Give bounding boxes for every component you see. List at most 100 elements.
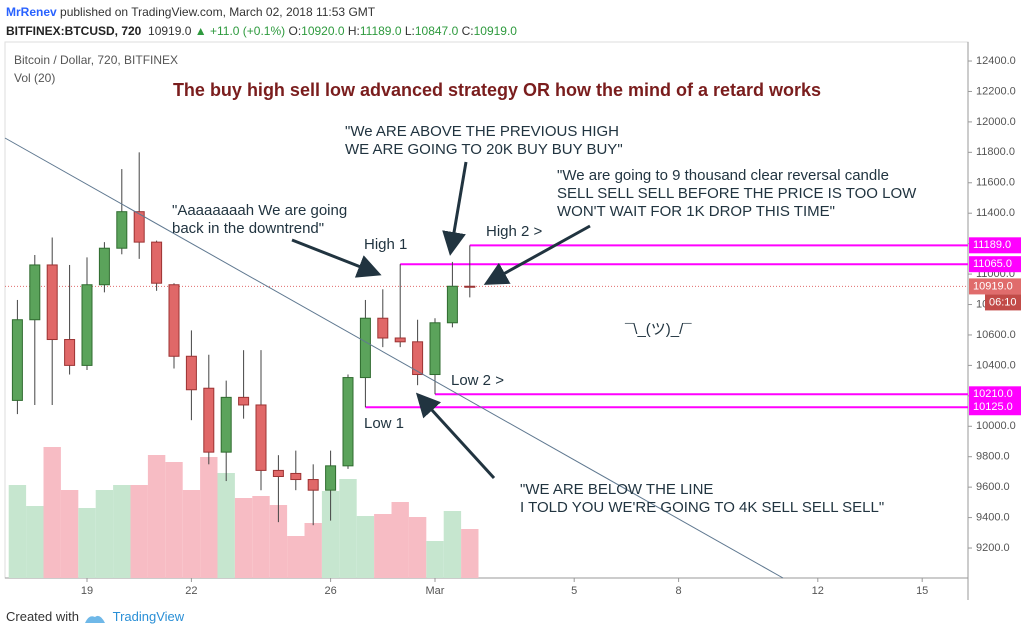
annotation: back in the downtrend" [172, 220, 324, 237]
volume-bar [95, 490, 114, 578]
ohlc-value: 10847.0 [414, 24, 459, 38]
volume-bar [113, 485, 131, 578]
y-tick-label: 11600.0 [976, 177, 1015, 189]
level-label: 11065.0 [973, 258, 1012, 270]
candle-body [151, 241, 163, 284]
ohlc-key: L: [404, 24, 415, 38]
last-price-box [969, 278, 1021, 295]
countdown: 06:10 [989, 296, 1017, 308]
volume-title: Vol (20) [14, 71, 55, 85]
candle-body [307, 479, 319, 491]
y-tick-label: 10400.0 [976, 359, 1016, 371]
candle-body [325, 465, 337, 491]
candle-body [203, 387, 215, 453]
y-tick-label: 11800.0 [976, 146, 1015, 158]
candle-body [272, 469, 284, 477]
arrow [291, 238, 382, 278]
trend-line [4, 137, 784, 579]
candle-body [11, 319, 23, 401]
x-tick-label: 19 [81, 585, 93, 597]
brand[interactable]: TradingView [112, 609, 185, 624]
y-tick-label: 9600.0 [976, 481, 1010, 493]
volume-bar [374, 514, 392, 578]
candle-body [238, 396, 250, 406]
y-tick-label: 12200.0 [976, 85, 1016, 97]
annotation: I TOLD YOU WE'RE GOING TO 4K SELL SELL S… [520, 499, 884, 516]
ohlc-value: 11189.0 [359, 24, 402, 38]
annotation: "We are going to 9 thousand clear revers… [557, 167, 889, 184]
level-box [969, 237, 1021, 254]
candle-body [133, 211, 145, 243]
candle-body [255, 404, 267, 471]
volume-bar [443, 511, 462, 578]
y-tick-label: 9200.0 [976, 542, 1010, 554]
symbol-line: BITFINEX:BTCUSD, 720 10919.0 ▲ +11.0 (+0… [6, 22, 517, 41]
volume-bar [304, 523, 322, 578]
volume-bar [182, 490, 201, 578]
volume-bar [78, 508, 96, 578]
candle-body [412, 341, 424, 376]
candle-body [64, 339, 76, 366]
volume-bar [200, 457, 218, 578]
created: Created with [6, 609, 79, 624]
volume-bar [147, 455, 166, 578]
volume-bar [217, 473, 235, 578]
candle-body [359, 317, 371, 379]
volume-bar [8, 485, 27, 578]
y-tick-label: 9800.0 [976, 451, 1010, 463]
change: ▲ +11.0 (+0.1%) [194, 24, 286, 38]
y-tick-label: 10600.0 [976, 329, 1016, 341]
candle-body [446, 285, 458, 324]
y-tick-label: 11400.0 [976, 207, 1015, 219]
volume-bar [461, 529, 479, 578]
candle-body [168, 284, 180, 357]
candle-body [464, 285, 476, 288]
candle-body [290, 472, 302, 481]
volume-bar [426, 541, 444, 578]
volume-bar [339, 479, 357, 578]
annotation: WE ARE GOING TO 20K BUY BUY BUY" [345, 141, 623, 158]
author[interactable]: MrRenev [6, 5, 57, 19]
candle-body [220, 396, 232, 453]
annotation: Low 1 [364, 415, 404, 432]
x-tick-label: 15 [916, 585, 928, 597]
x-tick-label: 26 [324, 585, 336, 597]
y-tick-label: 12000.0 [976, 116, 1016, 128]
annotation: "WE ARE BELOW THE LINE [520, 481, 713, 498]
volume-bar [43, 447, 61, 578]
arrow [442, 161, 468, 256]
volume-bar [26, 506, 44, 578]
volume-bar [252, 496, 270, 578]
volume-bar [130, 485, 148, 578]
logo [84, 615, 105, 623]
published: published on TradingView.com, March 02, … [60, 5, 376, 19]
level-label: 10125.0 [973, 401, 1013, 413]
volume-bar [287, 536, 305, 578]
volume-bar [356, 516, 375, 578]
last-price-label: 10919.0 [973, 280, 1013, 292]
level-box [969, 386, 1021, 403]
countdown-box [985, 294, 1021, 311]
arrow [415, 392, 496, 480]
volume-bar [269, 505, 288, 578]
y-tick-label: 12400.0 [976, 55, 1016, 67]
ohlc-key: O: [288, 24, 302, 38]
annotation: WON'T WAIT FOR 1K DROP THIS TIME" [557, 203, 835, 220]
annotation: "Aaaaaaaah We are going [172, 202, 347, 219]
x-tick-label: Mar [426, 585, 445, 597]
last: 10919.0 [148, 24, 192, 38]
ohlc: O:10920.0 H:11189.0 L:10847.0 C:10919.0 [288, 24, 517, 38]
volume-bar [321, 491, 340, 578]
symbol: BITFINEX:BTCUSD, 720 [6, 24, 142, 38]
candle-body [185, 355, 197, 391]
candle-body [429, 322, 441, 376]
level-box [969, 399, 1021, 416]
y-tick-label: 10000.0 [976, 420, 1016, 432]
level-box [969, 256, 1021, 273]
candle-body [377, 317, 389, 339]
header: MrRenev published on TradingView.com, Ma… [6, 3, 517, 41]
footer: Created with TradingView [6, 609, 184, 625]
candle-body [342, 377, 354, 467]
